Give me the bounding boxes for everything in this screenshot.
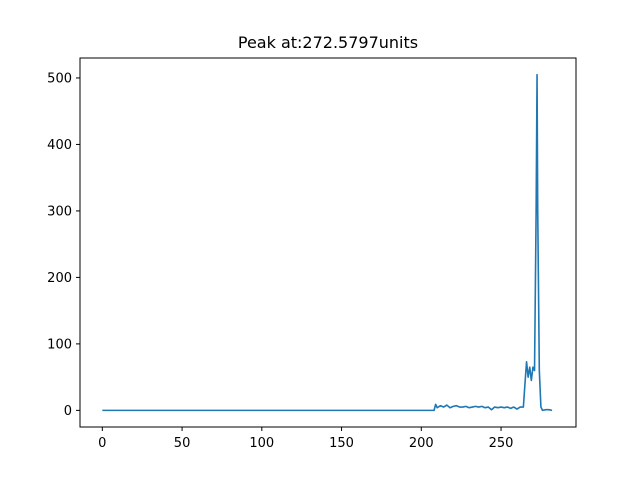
y-tick-label: 100 bbox=[47, 337, 72, 352]
y-tick-label: 500 bbox=[47, 71, 72, 86]
chart-title: Peak at:272.5797units bbox=[238, 33, 418, 52]
plot-area bbox=[102, 73, 553, 412]
y-tick-label: 0 bbox=[64, 404, 72, 419]
x-tick-label: 50 bbox=[174, 436, 191, 451]
x-tick-label: 100 bbox=[249, 436, 274, 451]
x-tick-label: 150 bbox=[329, 436, 354, 451]
x-tick-label: 250 bbox=[489, 436, 514, 451]
x-tick-label: 0 bbox=[98, 436, 106, 451]
axes-frame bbox=[79, 57, 577, 428]
series-line bbox=[102, 73, 553, 412]
y-tick-label: 300 bbox=[47, 204, 72, 219]
y-tick-label: 400 bbox=[47, 138, 72, 153]
y-tick-label: 200 bbox=[47, 271, 72, 286]
x-tick-label: 200 bbox=[409, 436, 434, 451]
x-axis: 0 50 100 150 200 250 bbox=[98, 427, 513, 451]
y-axis: 0 100 200 300 400 500 bbox=[47, 71, 80, 419]
